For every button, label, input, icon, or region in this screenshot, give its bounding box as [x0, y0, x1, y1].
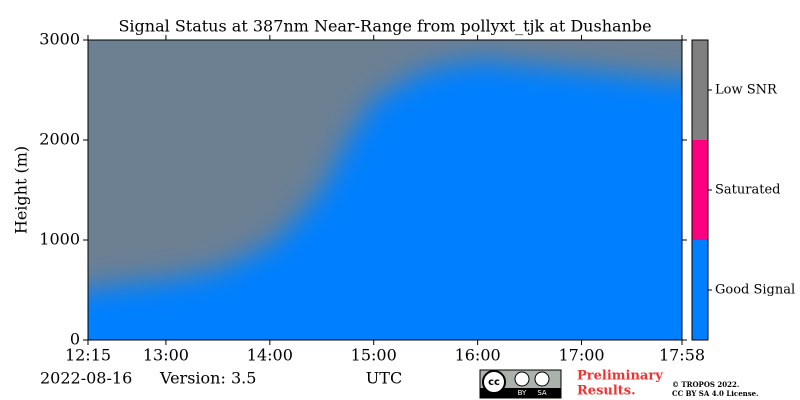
cc-badge: cc BY SA — [479, 369, 562, 399]
x-tick-label: 15:00 — [351, 346, 397, 365]
x-tick-label: 12:15 — [65, 346, 111, 365]
badge-strip — [480, 388, 561, 398]
preliminary-line: Preliminary — [577, 369, 663, 384]
y-tick-label: 2000 — [39, 130, 80, 149]
y-tick-label: 3000 — [39, 30, 80, 49]
colorbar-segment — [692, 240, 708, 340]
preliminary-line: Results. — [577, 384, 636, 399]
colorbar-label: Good Signal — [715, 283, 795, 298]
badge-cc — [482, 370, 506, 394]
badge-sa-icon — [534, 371, 550, 387]
x-tick-label: 13:00 — [143, 346, 189, 365]
x-tick-label: 16:00 — [455, 346, 501, 365]
colorbar-label: Saturated — [715, 183, 780, 198]
copyright-line: © TROPOS 2022. — [672, 380, 739, 389]
low-snr-region — [88, 40, 682, 290]
x-tick-label: 17:58 — [659, 346, 705, 365]
badge-by-icon — [514, 371, 530, 387]
x-tick-label: 17:00 — [558, 346, 604, 365]
x-tick-label: 14:00 — [247, 346, 293, 365]
y-tick-label: 0 — [70, 330, 80, 349]
copyright-line: CC BY SA 4.0 License. — [672, 389, 759, 398]
x-axis-label: UTC — [366, 369, 402, 388]
date: 2022-08-16 — [40, 369, 132, 388]
colorbar-segment — [692, 40, 708, 140]
colorbar-label: Low SNR — [715, 83, 778, 98]
y-tick-label: 1000 — [39, 230, 80, 249]
badge-cc-text: cc — [488, 377, 500, 388]
chart-title: Signal Status at 387nm Near-Range from p… — [118, 17, 651, 36]
low-snr-layer — [88, 40, 682, 290]
plot-frame — [87, 39, 683, 341]
colorbar-frame — [691, 39, 709, 341]
y-axis-label: Height (m) — [12, 146, 31, 234]
badge-sa: SA — [537, 389, 547, 397]
colorbar-segment — [692, 140, 708, 240]
badge-by: BY — [518, 389, 527, 397]
version: Version: 3.5 — [159, 369, 256, 388]
